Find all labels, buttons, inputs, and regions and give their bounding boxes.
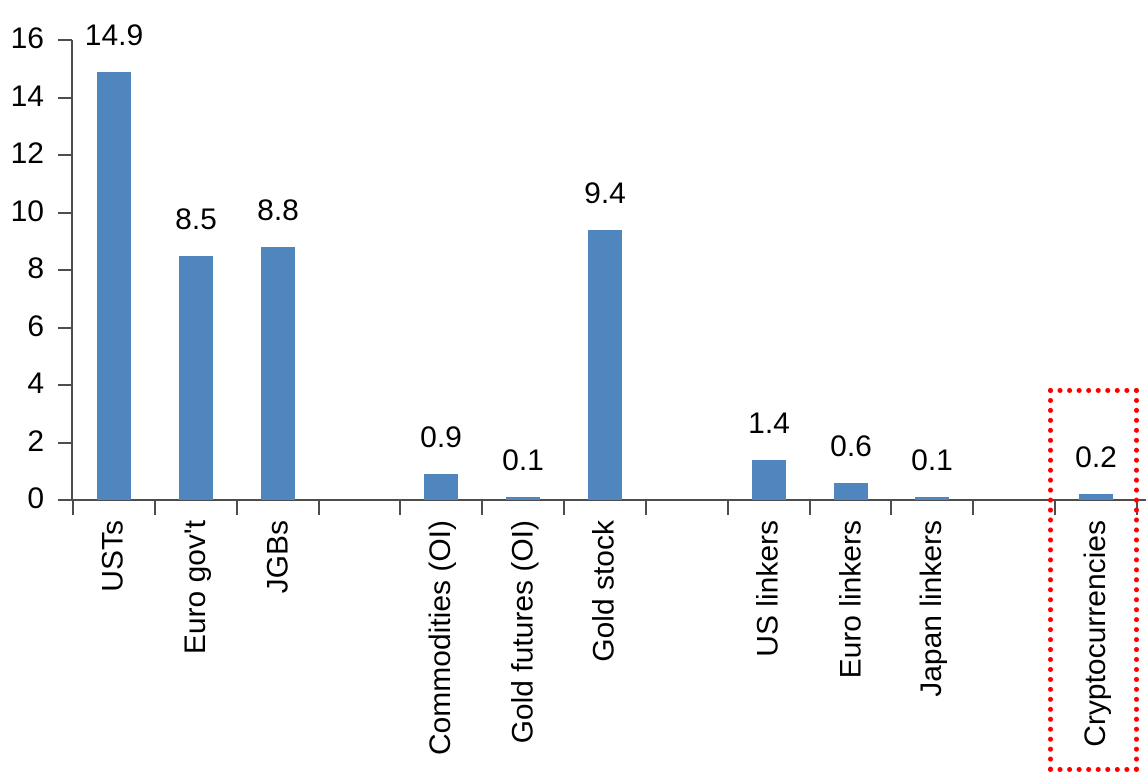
x-axis-tick-7 xyxy=(645,499,647,515)
y-axis-tick-12 xyxy=(58,154,72,156)
y-axis-tick-2 xyxy=(58,441,72,444)
bar-gold-stock xyxy=(588,230,622,500)
bar-usts xyxy=(97,72,131,500)
bar-us-linkers xyxy=(752,460,786,500)
bar-value-euro-linkers: 0.6 xyxy=(830,430,872,463)
y-axis-tick-label-10: 10 xyxy=(10,194,44,228)
bar-japan-linkers xyxy=(915,497,949,500)
x-axis-line xyxy=(71,499,1146,501)
bar-value-commodities-oi: 0.9 xyxy=(420,421,462,454)
category-label-euro-gov-t: Euro gov't xyxy=(179,520,212,655)
y-axis-tick-label-2: 2 xyxy=(27,424,44,458)
highlight-box xyxy=(1048,388,1139,772)
category-label-commodities-oi: Commodities (OI) xyxy=(424,520,457,756)
bar-value-gold-stock: 9.4 xyxy=(584,177,626,210)
bar-value-japan-linkers: 0.1 xyxy=(911,444,953,477)
y-axis-tick-label-14: 14 xyxy=(10,79,44,113)
category-label-japan-linkers: Japan linkers xyxy=(915,520,948,697)
x-axis-tick-2 xyxy=(236,499,238,515)
bar-jgbs xyxy=(261,247,295,500)
y-axis-tick-4 xyxy=(58,384,72,386)
x-axis-tick-9 xyxy=(809,499,811,515)
y-axis-tick-label-6: 6 xyxy=(27,309,44,343)
x-axis-tick-12 xyxy=(1054,499,1056,515)
bar-value-us-linkers: 1.4 xyxy=(748,407,790,440)
y-axis-tick-label-8: 8 xyxy=(27,252,44,285)
x-axis-tick-4 xyxy=(399,499,401,515)
bar-euro-linkers xyxy=(834,483,868,500)
bar-cryptocurrencies xyxy=(1079,494,1113,500)
x-axis-tick-6 xyxy=(563,499,565,515)
y-axis-tick-label-4: 4 xyxy=(27,367,44,400)
y-axis-tick-label-0: 0 xyxy=(27,482,44,515)
x-axis-tick-0 xyxy=(72,499,74,515)
bar-value-usts: 14.9 xyxy=(84,19,144,52)
bar-value-jgbs: 8.8 xyxy=(257,194,299,227)
category-label-euro-linkers: Euro linkers xyxy=(834,520,867,679)
y-axis-tick-10 xyxy=(58,211,72,214)
y-axis-tick-0 xyxy=(58,499,72,501)
y-axis-tick-14 xyxy=(58,96,72,99)
category-label-gold-futures-oi: Gold futures (OI) xyxy=(506,520,539,744)
y-axis-line xyxy=(71,40,73,501)
x-axis-tick-3 xyxy=(318,499,320,515)
bar-euro-gov-t xyxy=(179,256,213,500)
y-axis-tick-6 xyxy=(58,326,72,329)
x-axis-tick-8 xyxy=(727,499,729,515)
x-axis-tick-5 xyxy=(481,499,483,515)
category-label-usts: USTs xyxy=(97,520,130,592)
y-axis-tick-16 xyxy=(58,39,72,41)
x-axis-tick-11 xyxy=(972,499,974,515)
x-axis-tick-10 xyxy=(890,499,892,515)
bar-value-gold-futures-oi: 0.1 xyxy=(502,444,544,477)
category-label-jgbs: JGBs xyxy=(261,520,294,594)
y-axis-tick-label-16: 16 xyxy=(10,22,44,55)
y-axis-tick-label-12: 12 xyxy=(10,137,44,170)
bar-commodities-oi xyxy=(424,474,458,500)
bar-value-cryptocurrencies: 0.2 xyxy=(1075,441,1117,474)
y-axis-tick-8 xyxy=(58,269,72,271)
x-axis-tick-1 xyxy=(154,499,156,515)
bar-gold-futures-oi xyxy=(506,497,540,500)
category-label-gold-stock: Gold stock xyxy=(588,520,621,662)
bar-value-euro-gov-t: 8.5 xyxy=(175,203,217,236)
category-label-us-linkers: US linkers xyxy=(752,520,785,657)
